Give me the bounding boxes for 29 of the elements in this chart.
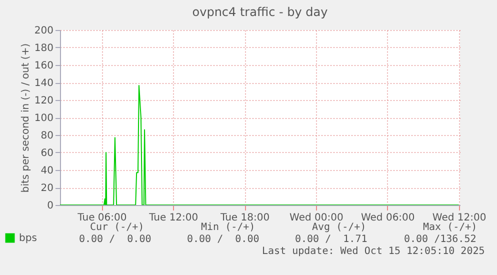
y-tick-label: 40 xyxy=(40,166,54,176)
x-tick-label: Tue 12:00 xyxy=(148,212,198,224)
text: Cur (-/+) xyxy=(90,222,144,233)
x-tick-label: Tue 18:00 xyxy=(219,212,270,224)
x-tick-label: Wed 12:00 xyxy=(432,212,486,224)
text: Max (-/+) xyxy=(423,222,478,233)
y-tick-label: 180 xyxy=(34,43,54,54)
y-tick-label: 20 xyxy=(40,183,54,194)
text: Last update: Wed Oct 15 12:05:10 2025 xyxy=(262,246,485,257)
y-tick-label: 0 xyxy=(47,200,54,212)
x-tick-label: Wed 00:00 xyxy=(290,212,344,224)
y-axis-title: bits per second in (-) / out (+) xyxy=(20,43,32,193)
text: 0.00 / 0.00 xyxy=(79,234,152,245)
text: Min (-/+) xyxy=(201,222,256,233)
y-tick-label: 120 xyxy=(34,96,54,106)
text: 0.00 / 0.00 xyxy=(187,234,260,245)
y-tick-label: 60 xyxy=(40,148,54,159)
x-tick-label: Tue 06:00 xyxy=(76,212,127,224)
text: 0.00 /136.52 xyxy=(404,234,476,245)
y-tick-label: 200 xyxy=(34,26,54,36)
y-tick-label: 160 xyxy=(34,60,54,72)
text: Avg (-/+) xyxy=(312,222,366,233)
text: 0.00 / 1.71 xyxy=(295,234,368,245)
y-tick-label: 100 xyxy=(34,113,54,124)
y-tick-label: 140 xyxy=(34,78,54,89)
x-tick-label: Wed 06:00 xyxy=(360,212,415,224)
legend-label: bps xyxy=(19,233,37,244)
chart-title: ovpnc4 traffic - by day xyxy=(192,5,328,19)
y-tick-label: 80 xyxy=(40,130,54,142)
